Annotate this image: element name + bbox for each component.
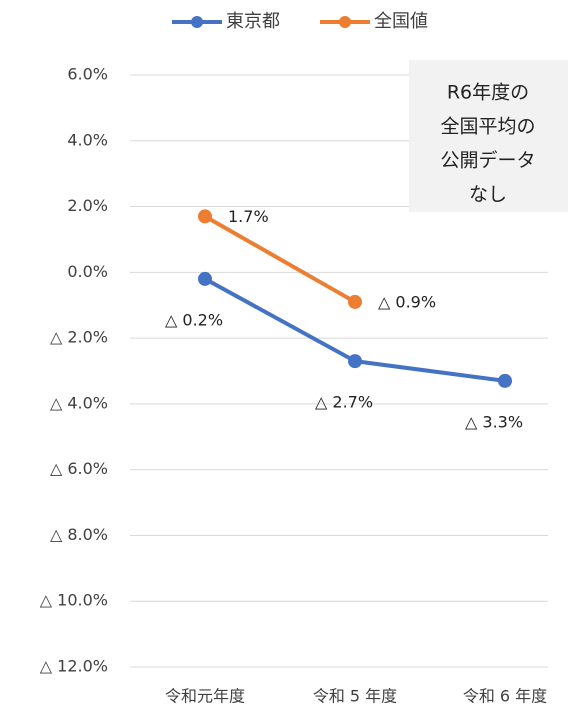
y-tick-label: 6.0% <box>67 65 108 84</box>
annotation-text: 全国平均の <box>440 116 535 138</box>
data-label: △ 2.7% <box>315 393 373 412</box>
legend-label: 全国値 <box>374 11 428 32</box>
legend-label: 東京都 <box>226 11 280 32</box>
x-tick-label: 令和元年度 <box>165 687 245 706</box>
data-label: 1.7% <box>228 207 269 226</box>
y-tick-label: △ 4.0% <box>50 393 108 412</box>
data-point <box>198 209 212 224</box>
legend-marker <box>191 16 203 28</box>
y-tick-label: △ 2.0% <box>50 328 108 347</box>
data-point <box>498 373 512 388</box>
y-tick-label: △ 6.0% <box>50 459 108 478</box>
series-line <box>204 214 356 304</box>
data-label: △ 3.3% <box>465 412 523 431</box>
x-tick-label: 令和 5 年度 <box>313 687 397 706</box>
y-tick-label: 4.0% <box>67 130 108 149</box>
x-tick-label: 令和 6 年度 <box>463 687 547 706</box>
data-point <box>348 294 362 309</box>
y-tick-label: 2.0% <box>67 196 108 215</box>
annotation-box <box>409 60 568 212</box>
annotation-text: R6年度の <box>447 82 529 104</box>
data-point <box>198 271 212 286</box>
y-tick-label: △ 10.0% <box>40 591 108 610</box>
legend-marker <box>339 16 351 28</box>
y-tick-label: 0.0% <box>67 262 108 281</box>
data-point <box>348 354 362 369</box>
y-tick-label: △ 12.0% <box>40 657 108 676</box>
data-label: △ 0.9% <box>378 292 436 311</box>
annotation-text: 公開データ <box>440 150 535 172</box>
annotation-text: なし <box>469 184 507 206</box>
y-tick-label: △ 8.0% <box>50 525 108 544</box>
data-label: △ 0.2% <box>165 310 223 329</box>
